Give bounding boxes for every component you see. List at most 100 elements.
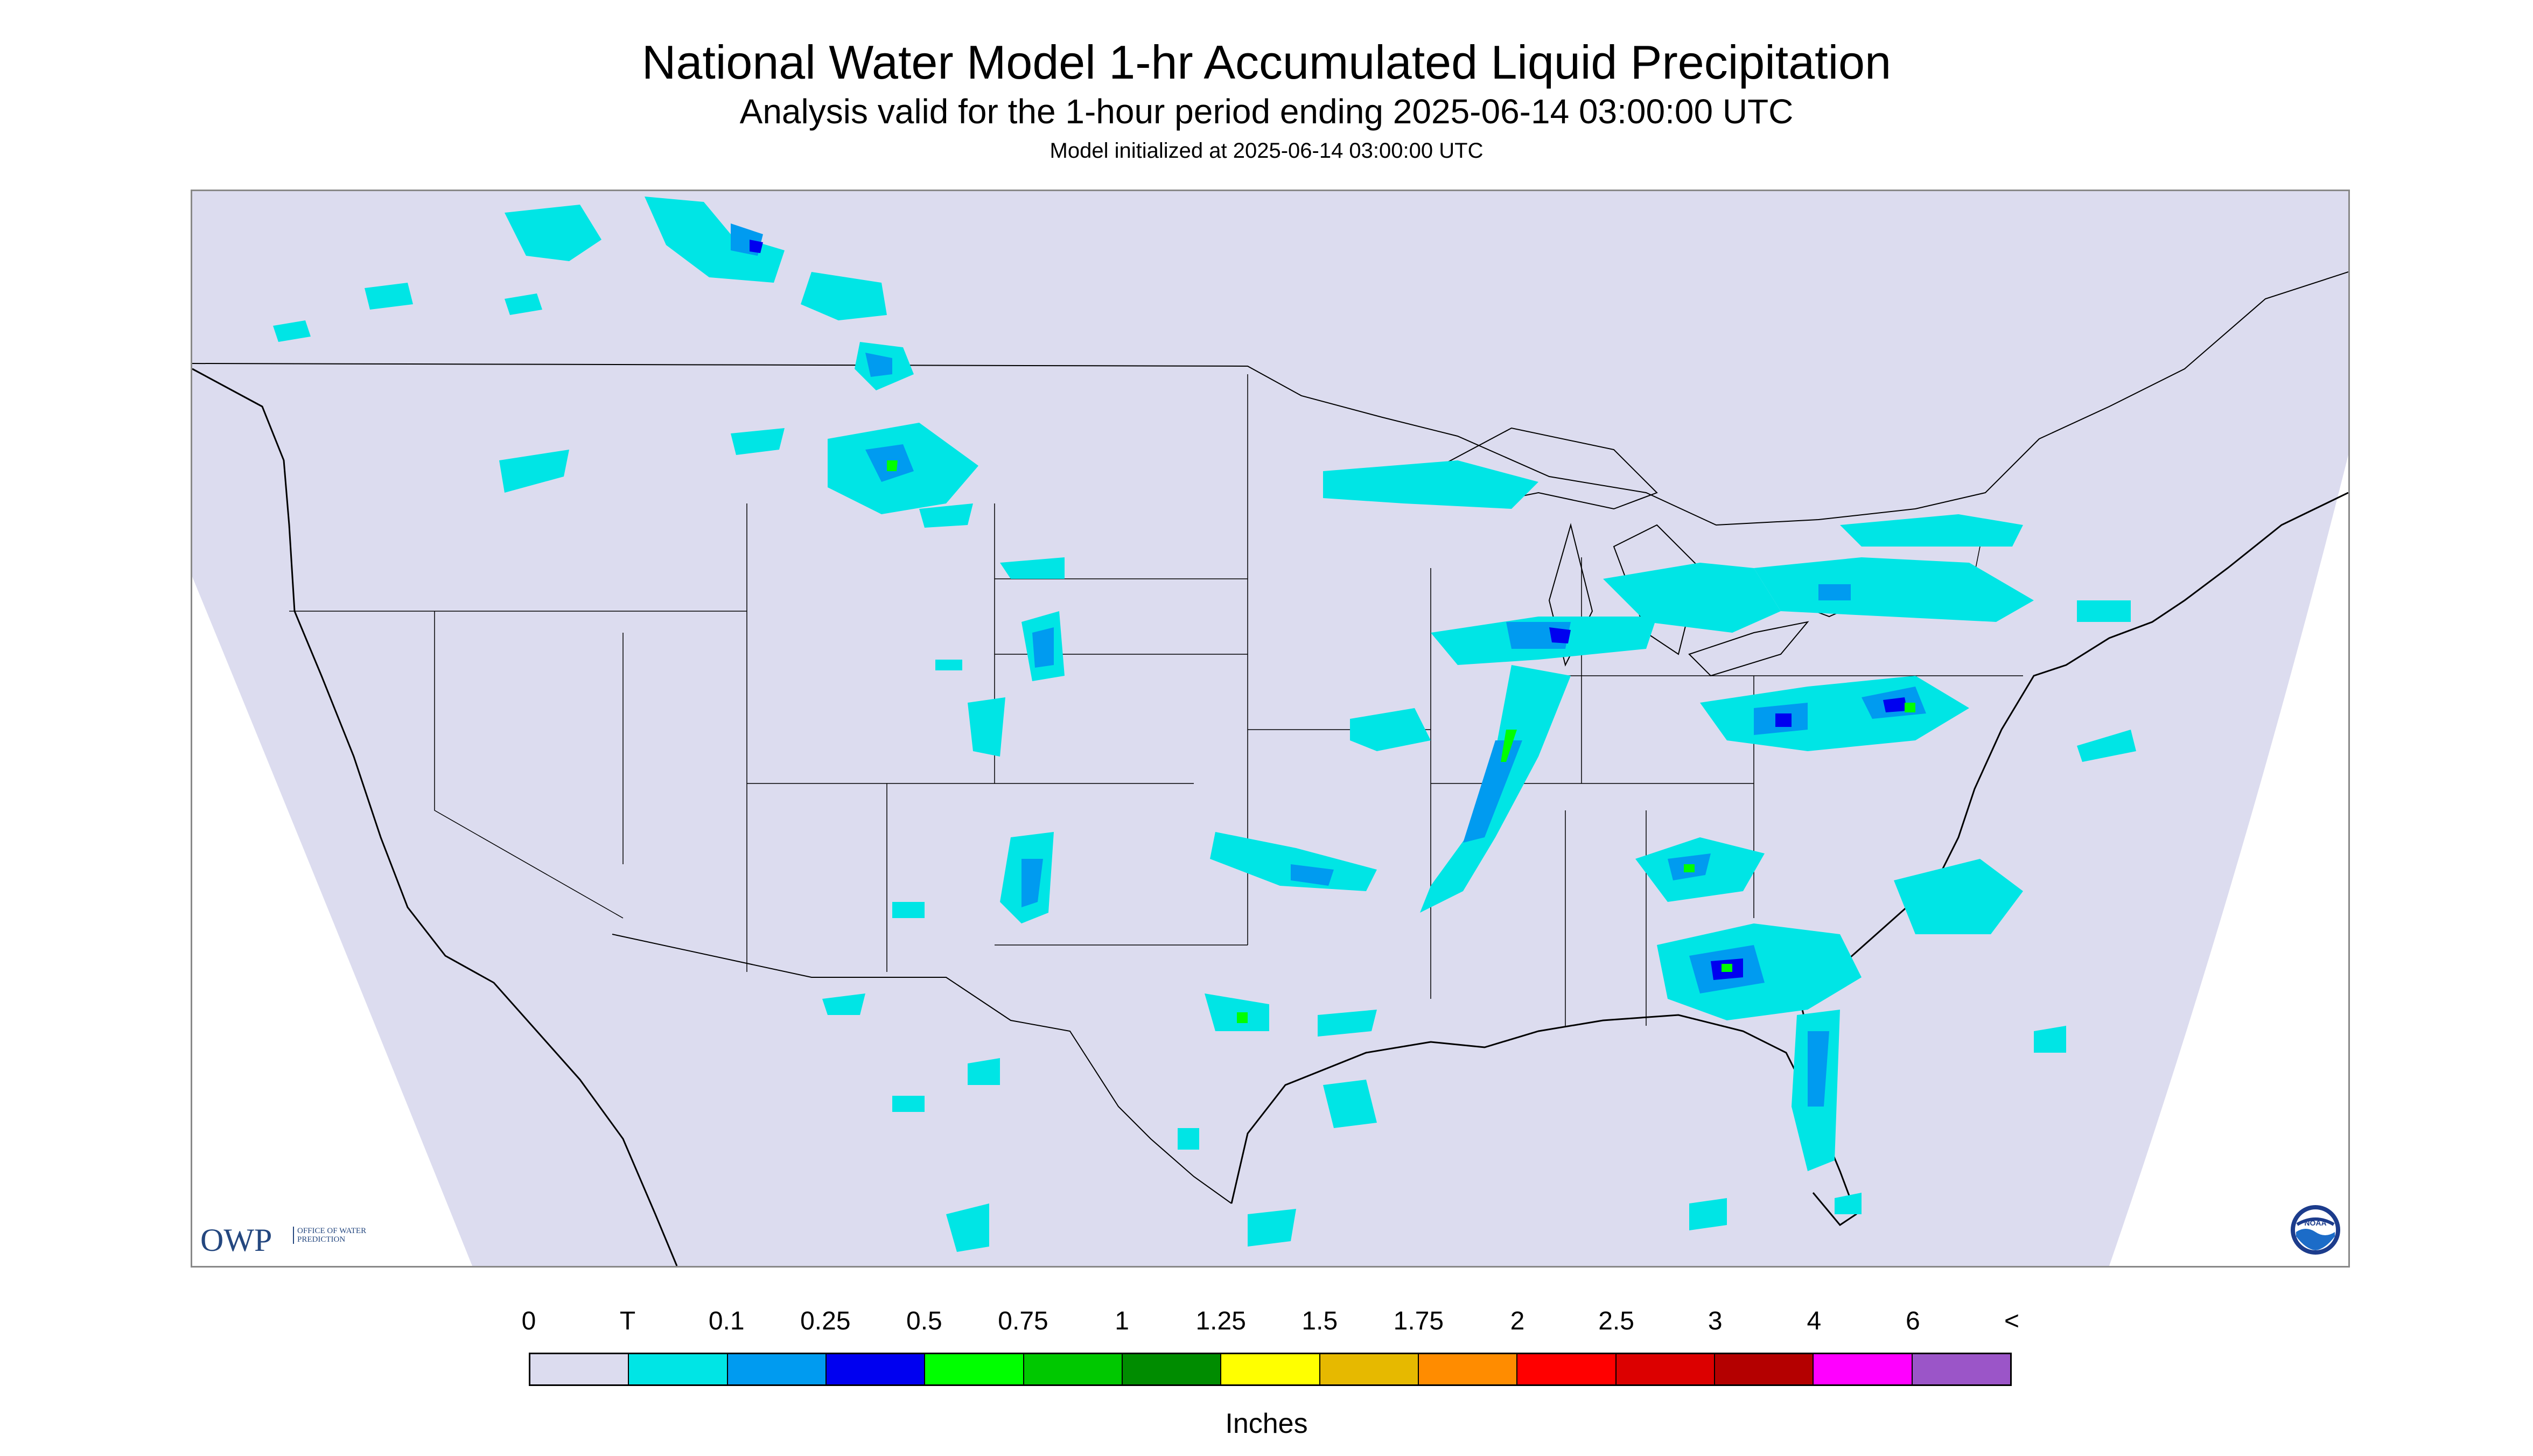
precip-patch	[365, 283, 413, 310]
precip-patch	[1905, 703, 1915, 712]
precip-patch	[1237, 1012, 1248, 1023]
precip-patch	[1210, 832, 1377, 891]
legend-swatch	[1320, 1354, 1419, 1384]
owp-logo-letters: OWP	[200, 1222, 272, 1258]
precip-patch	[1603, 563, 1781, 633]
precip-patch	[731, 428, 785, 455]
precip-patch	[1291, 864, 1334, 886]
legend-labels: 0 T 0.1 0.25 0.5 0.75 1 1.25 1.5 1.75 2 2.5 3 4 6 <	[0, 1305, 2533, 1338]
legend-swatch	[1517, 1354, 1617, 1384]
legend-label: 0.25	[800, 1307, 851, 1335]
precip-patch	[1775, 713, 1792, 727]
precip-patch	[1501, 730, 1517, 762]
owp-logo-text: OFFICE OF WATER PREDICTION	[293, 1227, 373, 1244]
legend-label: 1.5	[1302, 1307, 1338, 1335]
precip-patch	[1323, 460, 1538, 509]
precip-patch	[505, 205, 601, 261]
precip-patch	[2034, 1026, 2066, 1053]
precip-patch	[1808, 1031, 1829, 1107]
legend-label: 0.75	[998, 1307, 1048, 1335]
east-coast	[1801, 492, 2348, 1053]
map-subtitle: Analysis valid for the 1-hour period end…	[739, 92, 1794, 131]
precip-patch	[1318, 1010, 1377, 1037]
legend-swatch	[1616, 1354, 1715, 1384]
precip-patch	[1840, 514, 2023, 547]
legend-label: 2	[1510, 1307, 1525, 1335]
precip-patches	[273, 197, 2136, 1252]
precip-patch	[2077, 600, 2131, 622]
precip-patch	[1835, 1193, 1862, 1214]
legend-swatch	[1122, 1354, 1222, 1384]
legend-label: <	[2004, 1307, 2020, 1335]
precip-patch	[1894, 859, 2023, 934]
precip-patch	[968, 697, 1005, 757]
legend-units: Inches	[1225, 1408, 1308, 1439]
legend-swatch	[1418, 1354, 1518, 1384]
precip-patch	[1754, 557, 2034, 622]
precip-patch	[1021, 859, 1043, 907]
legend-swatch	[1912, 1354, 2010, 1384]
precip-patch	[2077, 730, 2136, 762]
precip-patch	[1549, 627, 1571, 643]
gulf-coast	[1230, 1014, 1857, 1226]
precip-patch	[865, 353, 892, 377]
legend-label: 0.5	[906, 1307, 942, 1335]
owp-logo: OWP OFFICE OF WATER PREDICTION	[200, 1222, 373, 1258]
legend-label: 2.5	[1598, 1307, 1634, 1335]
precipitation-map	[191, 190, 2350, 1268]
west-coast	[192, 368, 678, 1266]
map-title: National Water Model 1-hr Accumulated Li…	[641, 36, 1892, 89]
precip-patch	[946, 1203, 989, 1252]
precip-patch	[1883, 697, 1907, 712]
legend-label: 0.1	[708, 1307, 745, 1335]
precip-patch	[935, 660, 962, 670]
legend-label: 1	[1115, 1307, 1129, 1335]
legend-label: 1.25	[1195, 1307, 1246, 1335]
legend-label: 6	[1906, 1307, 1920, 1335]
precip-patch	[892, 1096, 925, 1112]
legend-swatch	[530, 1354, 629, 1384]
legend-label: 0	[521, 1307, 536, 1335]
canada-border	[192, 271, 2348, 526]
legend-label: 3	[1708, 1307, 1723, 1335]
legend-label: T	[619, 1307, 636, 1335]
legend-swatch	[925, 1354, 1024, 1384]
precip-patch	[1248, 1209, 1296, 1247]
legend-swatch	[826, 1354, 926, 1384]
map-canvas	[192, 191, 2348, 1266]
legend-swatch	[629, 1354, 728, 1384]
legend-swatch	[1814, 1354, 1913, 1384]
noaa-logo-text: NOAA	[2304, 1219, 2326, 1227]
mexico-border	[612, 934, 1232, 1204]
precip-patch	[892, 902, 925, 918]
precip-patch	[822, 993, 865, 1015]
precip-patch	[505, 293, 542, 315]
legend-swatch	[727, 1354, 827, 1384]
legend-swatch	[1221, 1354, 1320, 1384]
legend-label: 4	[1807, 1307, 1822, 1335]
noaa-logo: NOAA	[2291, 1205, 2340, 1255]
precip-patch	[801, 272, 887, 320]
color-legend	[529, 1353, 2012, 1386]
legend-label: 1.75	[1393, 1307, 1444, 1335]
precip-patch	[1178, 1128, 1199, 1150]
precip-patch	[1323, 1080, 1377, 1128]
precip-patch	[750, 240, 763, 253]
precip-patch	[1684, 864, 1695, 872]
state-lines	[289, 374, 2023, 1026]
precip-patch	[1000, 557, 1065, 579]
precip-patch	[1722, 964, 1732, 972]
precip-patch	[273, 320, 311, 342]
precip-patch	[1350, 708, 1431, 751]
precip-patch	[919, 503, 973, 528]
precip-patch	[1818, 584, 1851, 600]
legend-swatch	[1715, 1354, 1814, 1384]
precip-patch	[1032, 627, 1054, 668]
precip-patch	[968, 1058, 1000, 1085]
precip-patch	[1463, 740, 1522, 843]
precip-patch	[887, 460, 898, 471]
model-init-text: Model initialized at 2025-06-14 03:00:00…	[1049, 139, 1484, 163]
precip-patch	[499, 450, 569, 493]
legend-swatch	[1024, 1354, 1123, 1384]
precip-patch	[645, 197, 785, 283]
